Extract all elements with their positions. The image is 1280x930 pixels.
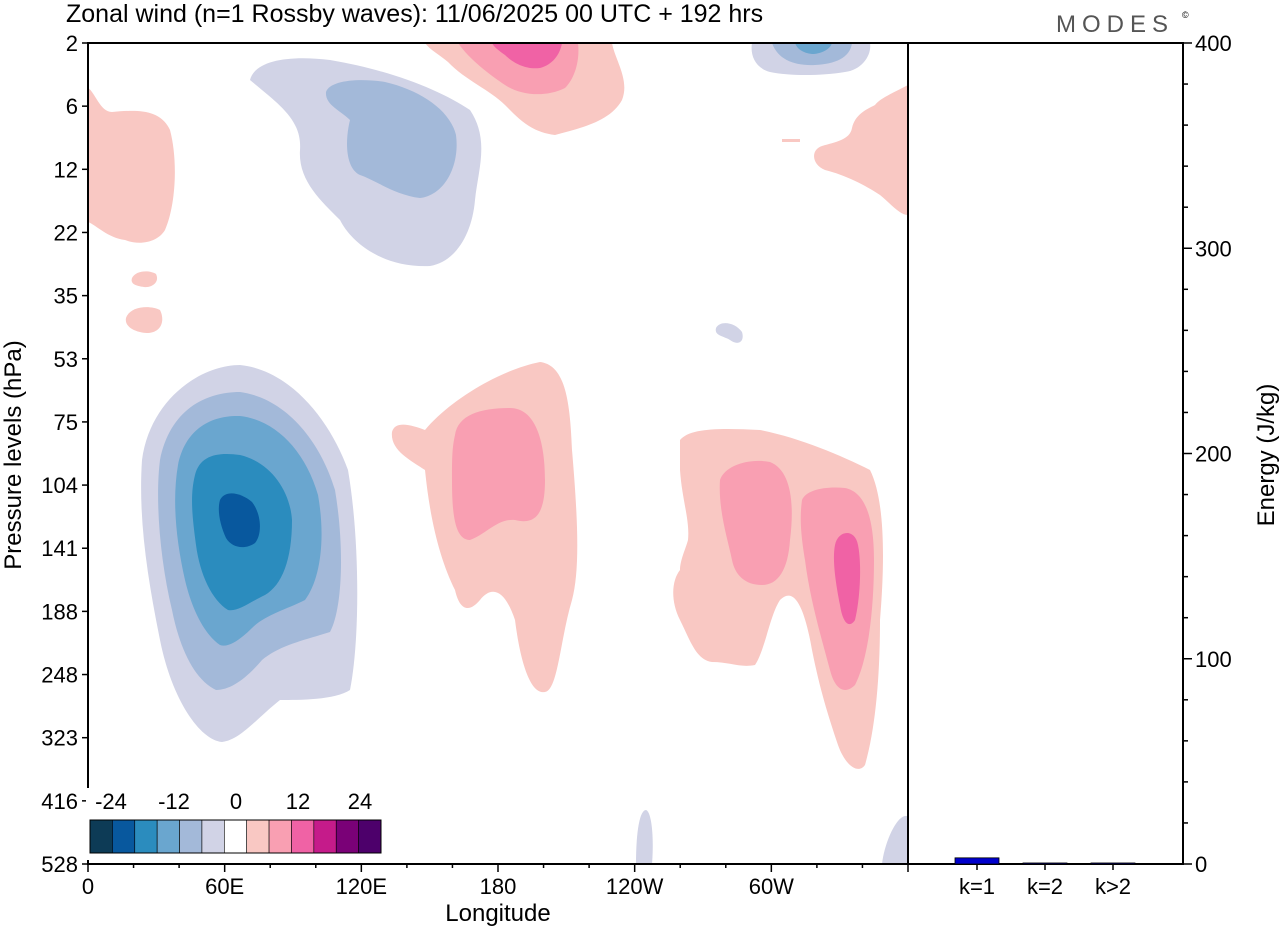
x-tick-label: 120W [606,874,664,899]
contour-pos-right-upper [814,85,908,215]
contour-pos-top-l3 [492,43,562,69]
contour-fields [88,43,908,864]
x-tick-label: 60W [749,874,794,899]
contour-neg-top-l2 [772,43,852,66]
energy-bar [1090,862,1136,865]
colorbar-cell [112,819,136,854]
contour-neg-small-3 [882,816,908,864]
colorbar-cell [268,819,292,854]
energy-categories: k=1 k=2 k>2 [959,864,1131,899]
energy-category-label: k=2 [1027,874,1063,899]
colorbar-tick-label: -24 [95,789,127,814]
colorbar: -24 -12 0 12 24 [86,788,384,860]
y-tick-label: 416 [41,789,78,814]
energy-panel: 0 100 200 300 400 k=1 k=2 k>2 Energy (J/kg) [907,31,1280,899]
pressure-axis: 2 6 12 22 35 53 75 104 141 188 248 323 416 528 [41,31,88,877]
y-tick-label: 2 [66,31,78,56]
energy-panel-frame [907,42,1184,865]
modes-logo-text: MODES [1056,11,1174,38]
colorbar-cell [201,819,225,854]
contour-pos-60w-l3 [833,532,861,625]
contour-pos-180-l2 [452,408,545,540]
colorbar-cell [89,819,113,854]
contour-pos-right-small [782,139,800,142]
y-tick-label: 528 [41,852,78,877]
colorbar-tick-label: 12 [286,789,310,814]
x-tick-label: 180 [480,874,517,899]
modes-logo: MODES © [1056,10,1189,38]
colorbar-cell [156,819,180,854]
x-tick-label: 0 [82,874,94,899]
energy-bar [954,857,1000,865]
colorbar-tick-label: -12 [158,789,190,814]
chart-title: Zonal wind (n=1 Rossby waves): 11/06/202… [66,0,763,28]
contour-plot: 2 6 12 22 35 53 75 104 141 188 248 323 416 528 0 60E 12… [0,31,909,927]
y-tick-label: 188 [41,599,78,624]
contour-neg-60e-core [218,493,260,548]
y-tick-label: 141 [41,536,78,561]
contour-pos-left-upper [88,88,175,243]
y-tick-label: 35 [54,284,78,309]
y-tick-label: 104 [41,473,78,498]
colorbar-cells [89,819,382,854]
colorbar-cell [358,819,382,854]
y-tick-label: 12 [54,157,78,182]
contour-neg-top-l3 [795,43,832,54]
energy-category-label: k=1 [959,874,995,899]
contour-neg-upper-l2 [325,80,457,198]
energy-tick-label: 300 [1195,236,1232,261]
colorbar-cell [335,819,359,854]
energy-bars [954,857,1136,865]
y-tick-label: 248 [41,663,78,688]
y-tick-label: 6 [66,94,78,119]
colorbar-tick-label: 0 [230,789,242,814]
contour-pos-left-small-1 [131,271,158,288]
colorbar-cell [179,819,203,854]
colorbar-cell [134,819,158,854]
colorbar-cell [246,819,270,854]
contour-pos-60w-l2a [719,460,792,585]
energy-tick-label: 100 [1195,647,1232,672]
energy-bar [1022,862,1068,865]
energy-category-label: k>2 [1095,874,1131,899]
contour-neg-small-1 [715,323,743,343]
y-tick-label: 53 [54,347,78,372]
energy-tick-label: 400 [1195,31,1232,56]
y-tick-label: 22 [54,220,78,245]
colorbar-cell [224,819,247,854]
longitude-axis: 0 60E 120E 180 120W 60W [82,864,909,899]
energy-tick-label: 200 [1195,442,1232,467]
contour-neg-small-2 [636,810,653,864]
modes-logo-mark: © [1182,10,1189,20]
energy-axis: 0 100 200 300 400 [1183,31,1232,877]
colorbar-cell [313,819,337,854]
colorbar-labels: -24 -12 0 12 24 [95,789,372,814]
y-axis-label: Pressure levels (hPa) [0,340,27,569]
colorbar-cell [291,819,315,854]
energy-tick-label: 0 [1195,852,1207,877]
x-axis-label: Longitude [445,900,550,927]
x-tick-label: 120E [336,874,387,899]
y-tick-label: 75 [54,410,78,435]
colorbar-tick-label: 24 [348,789,372,814]
colorbar-frame [89,819,382,854]
y-tick-label: 323 [41,726,78,751]
contour-pos-left-small-2 [125,307,163,333]
energy-axis-label: Energy (J/kg) [1253,384,1280,527]
x-tick-label: 60E [205,874,244,899]
